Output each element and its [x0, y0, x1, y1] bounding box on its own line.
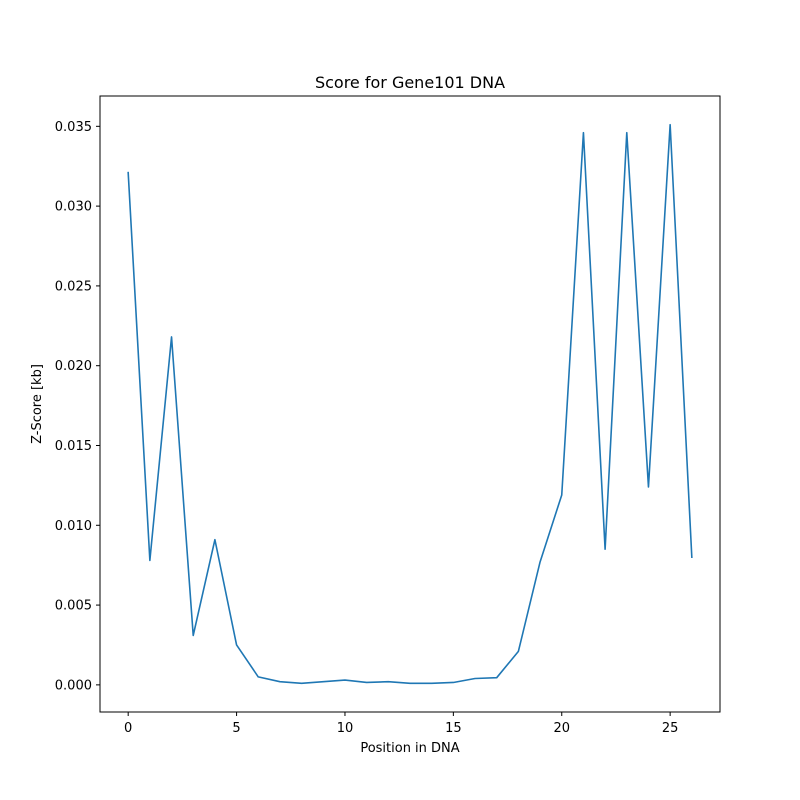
y-tick-label: 0.030	[55, 200, 92, 215]
y-tick-label: 0.000	[55, 678, 92, 693]
x-tick-label: 5	[232, 721, 240, 736]
y-tick-label: 0.015	[55, 439, 92, 454]
x-tick-label: 25	[662, 721, 679, 736]
y-tick-label: 0.035	[55, 120, 92, 135]
y-tick-label: 0.010	[55, 519, 92, 534]
y-tick-label: 0.020	[55, 359, 92, 374]
series-line-0	[127, 123, 693, 685]
x-axis-label: Position in DNA	[360, 741, 459, 756]
x-tick-label: 15	[445, 721, 462, 736]
x-tick-label: 20	[553, 721, 570, 736]
y-tick-label: 0.025	[55, 279, 92, 294]
chart-title: Score for Gene101 DNA	[315, 73, 505, 92]
x-tick-label: 0	[124, 721, 132, 736]
plot-area: 0 5 10 15 20 25 0.000 0.005 0.010 0.015 0.020 0.025…	[55, 95, 721, 736]
x-tick-label: 10	[337, 721, 354, 736]
y-axis-label: Z-Score [kb]	[30, 364, 45, 444]
plot-frame	[99, 95, 721, 713]
y-tick-label: 0.005	[55, 599, 92, 614]
